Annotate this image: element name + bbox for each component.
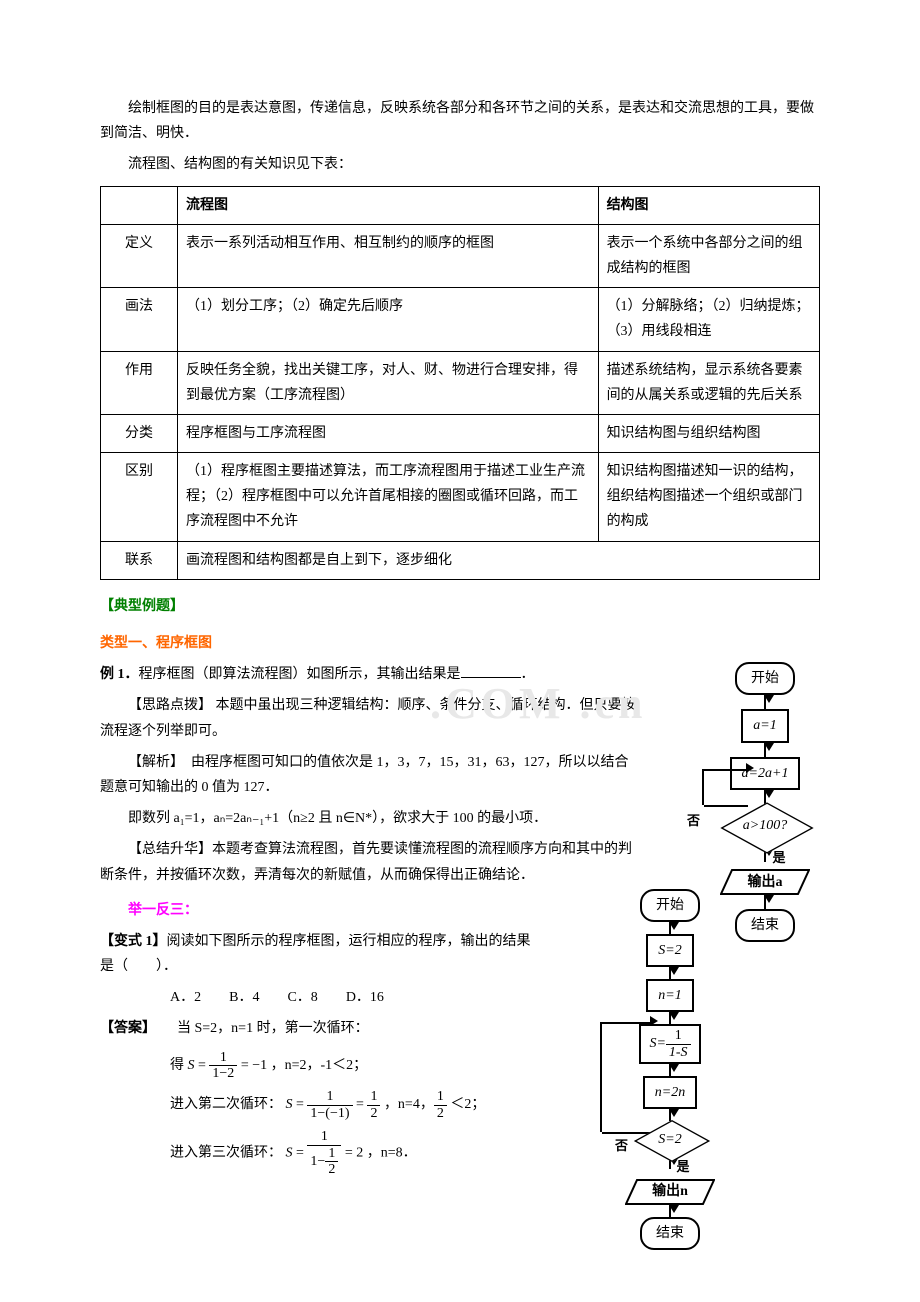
- row-link-a: 画流程图和结构图都是自上到下，逐步细化: [178, 541, 820, 579]
- row-diff-h: 区别: [101, 453, 178, 542]
- row-class-b: 知识结构图与组织结构图: [598, 414, 819, 452]
- var1-stem: 【变式 1】阅读如下图所示的程序框图，运行相应的程序，输出的结果是（ ）．: [100, 929, 540, 979]
- fc1-end: 结束: [735, 909, 795, 942]
- row-draw-h: 画法: [101, 288, 178, 351]
- row-diff-a: （1）程序框图主要描述算法，而工序流程图用于描述工业生产流程；（2）程序框图中可…: [178, 453, 599, 542]
- row-draw-b: （1）分解脉络；（2）归纳提炼；（3）用线段相连: [598, 288, 819, 351]
- ex1-ans: 【解析】 由程序框图可知口的值依次是 1，3，7，15，31，63，127，所以…: [100, 750, 640, 800]
- row-use-a: 反映任务全貌，找出关键工序，对人、财、物进行合理安排，得到最优方案（工序流程图）: [178, 351, 599, 414]
- row-draw-a: （1）划分工序；（2）确定先后顺序: [178, 288, 599, 351]
- intro-p1: 绘制框图的目的是表达意图，传递信息，反映系统各部分和各环节之间的关系，是表达和交…: [100, 96, 820, 146]
- var1-step2: 进入第二次循环： S = 11−(−1) = 12 ，n=4，12 ＜2；: [170, 1089, 540, 1121]
- fc1-start: 开始: [735, 662, 795, 695]
- var1-step1: 得 S = 11−2 = −1 ，n=2，-1＜2；: [170, 1050, 540, 1082]
- ex1-note: 即数列 a₁=1，aₙ=2aₙ₋₁+1（n≥2 且 n∈N*），欲求大于 100…: [100, 806, 640, 831]
- row-use-h: 作用: [101, 351, 178, 414]
- ex1-stem: 例 1．程序框图（即算法流程图）如图所示，其输出结果是．: [100, 662, 640, 687]
- fc1-no: 否: [687, 809, 700, 832]
- row-def-b: 表示一个系统中各部分之间的组成结构的框图: [598, 224, 819, 287]
- row-class-a: 程序框图与工序流程图: [178, 414, 599, 452]
- section-examples: 【典型例题】: [100, 594, 820, 619]
- fc2-cond: S=2: [630, 1121, 710, 1157]
- fc2-s4: n=2n: [643, 1076, 697, 1109]
- row-def-a: 表示一系列活动相互作用、相互制约的顺序的框图: [178, 224, 599, 287]
- fc2-no: 否: [615, 1134, 628, 1157]
- th-flow: 流程图: [178, 186, 599, 224]
- row-diff-b: 知识结构图描述知一识的结构，组织结构图描述一个组织或部门的构成: [598, 453, 819, 542]
- row-def-h: 定义: [101, 224, 178, 287]
- var1-step3: 进入第三次循环： S = 11−12 = 2 ，n=8．: [170, 1129, 540, 1177]
- var1-options: A．2 B．4 C．8 D．16: [170, 985, 540, 1010]
- th-blank: [101, 186, 178, 224]
- row-class-h: 分类: [101, 414, 178, 452]
- fc2-s1: S=2: [646, 934, 693, 967]
- fc1-a1: a=1: [741, 709, 788, 742]
- row-use-b: 描述系统结构，显示系统各要素间的从属关系或逻辑的先后关系: [598, 351, 819, 414]
- fc2-s3: S=11-S: [639, 1024, 700, 1064]
- var1-ans-intro: 【答案】 当 S=2，n=1 时，第一次循环：: [100, 1016, 540, 1041]
- section-type1: 类型一、程序框图: [100, 631, 820, 656]
- intro-p2: 流程图、结构图的有关知识见下表：: [100, 152, 820, 177]
- fc2-s2: n=1: [646, 979, 693, 1012]
- flowchart-2: 开始 S=2 n=1 否 S=11-S n=2n: [590, 889, 750, 1250]
- row-link-h: 联系: [101, 541, 178, 579]
- comparison-table: 流程图 结构图 定义表示一系列活动相互作用、相互制约的顺序的框图表示一个系统中各…: [100, 186, 820, 580]
- th-struct: 结构图: [598, 186, 819, 224]
- fc2-output: 输出n: [625, 1179, 715, 1205]
- fc1-cond: a>100?: [720, 804, 810, 848]
- ex1-hint: 【思路点拨】 本题中虽出现三种逻辑结构：顺序、条件分支、循环结构．但只要按流程逐…: [100, 693, 640, 743]
- flowchart-1: 开始 a=1 a=2a+1 a>100? 否: [690, 662, 840, 942]
- fc1-output: 输出a: [720, 869, 810, 895]
- ex1-sum: 【总结升华】本题考查算法流程图，首先要读懂流程图的流程顺序方向和其中的判断条件，…: [100, 837, 640, 887]
- fc2-yes: 是: [676, 1155, 689, 1178]
- fc1-a2: a=2a+1: [730, 757, 801, 790]
- fc2-end: 结束: [640, 1217, 700, 1250]
